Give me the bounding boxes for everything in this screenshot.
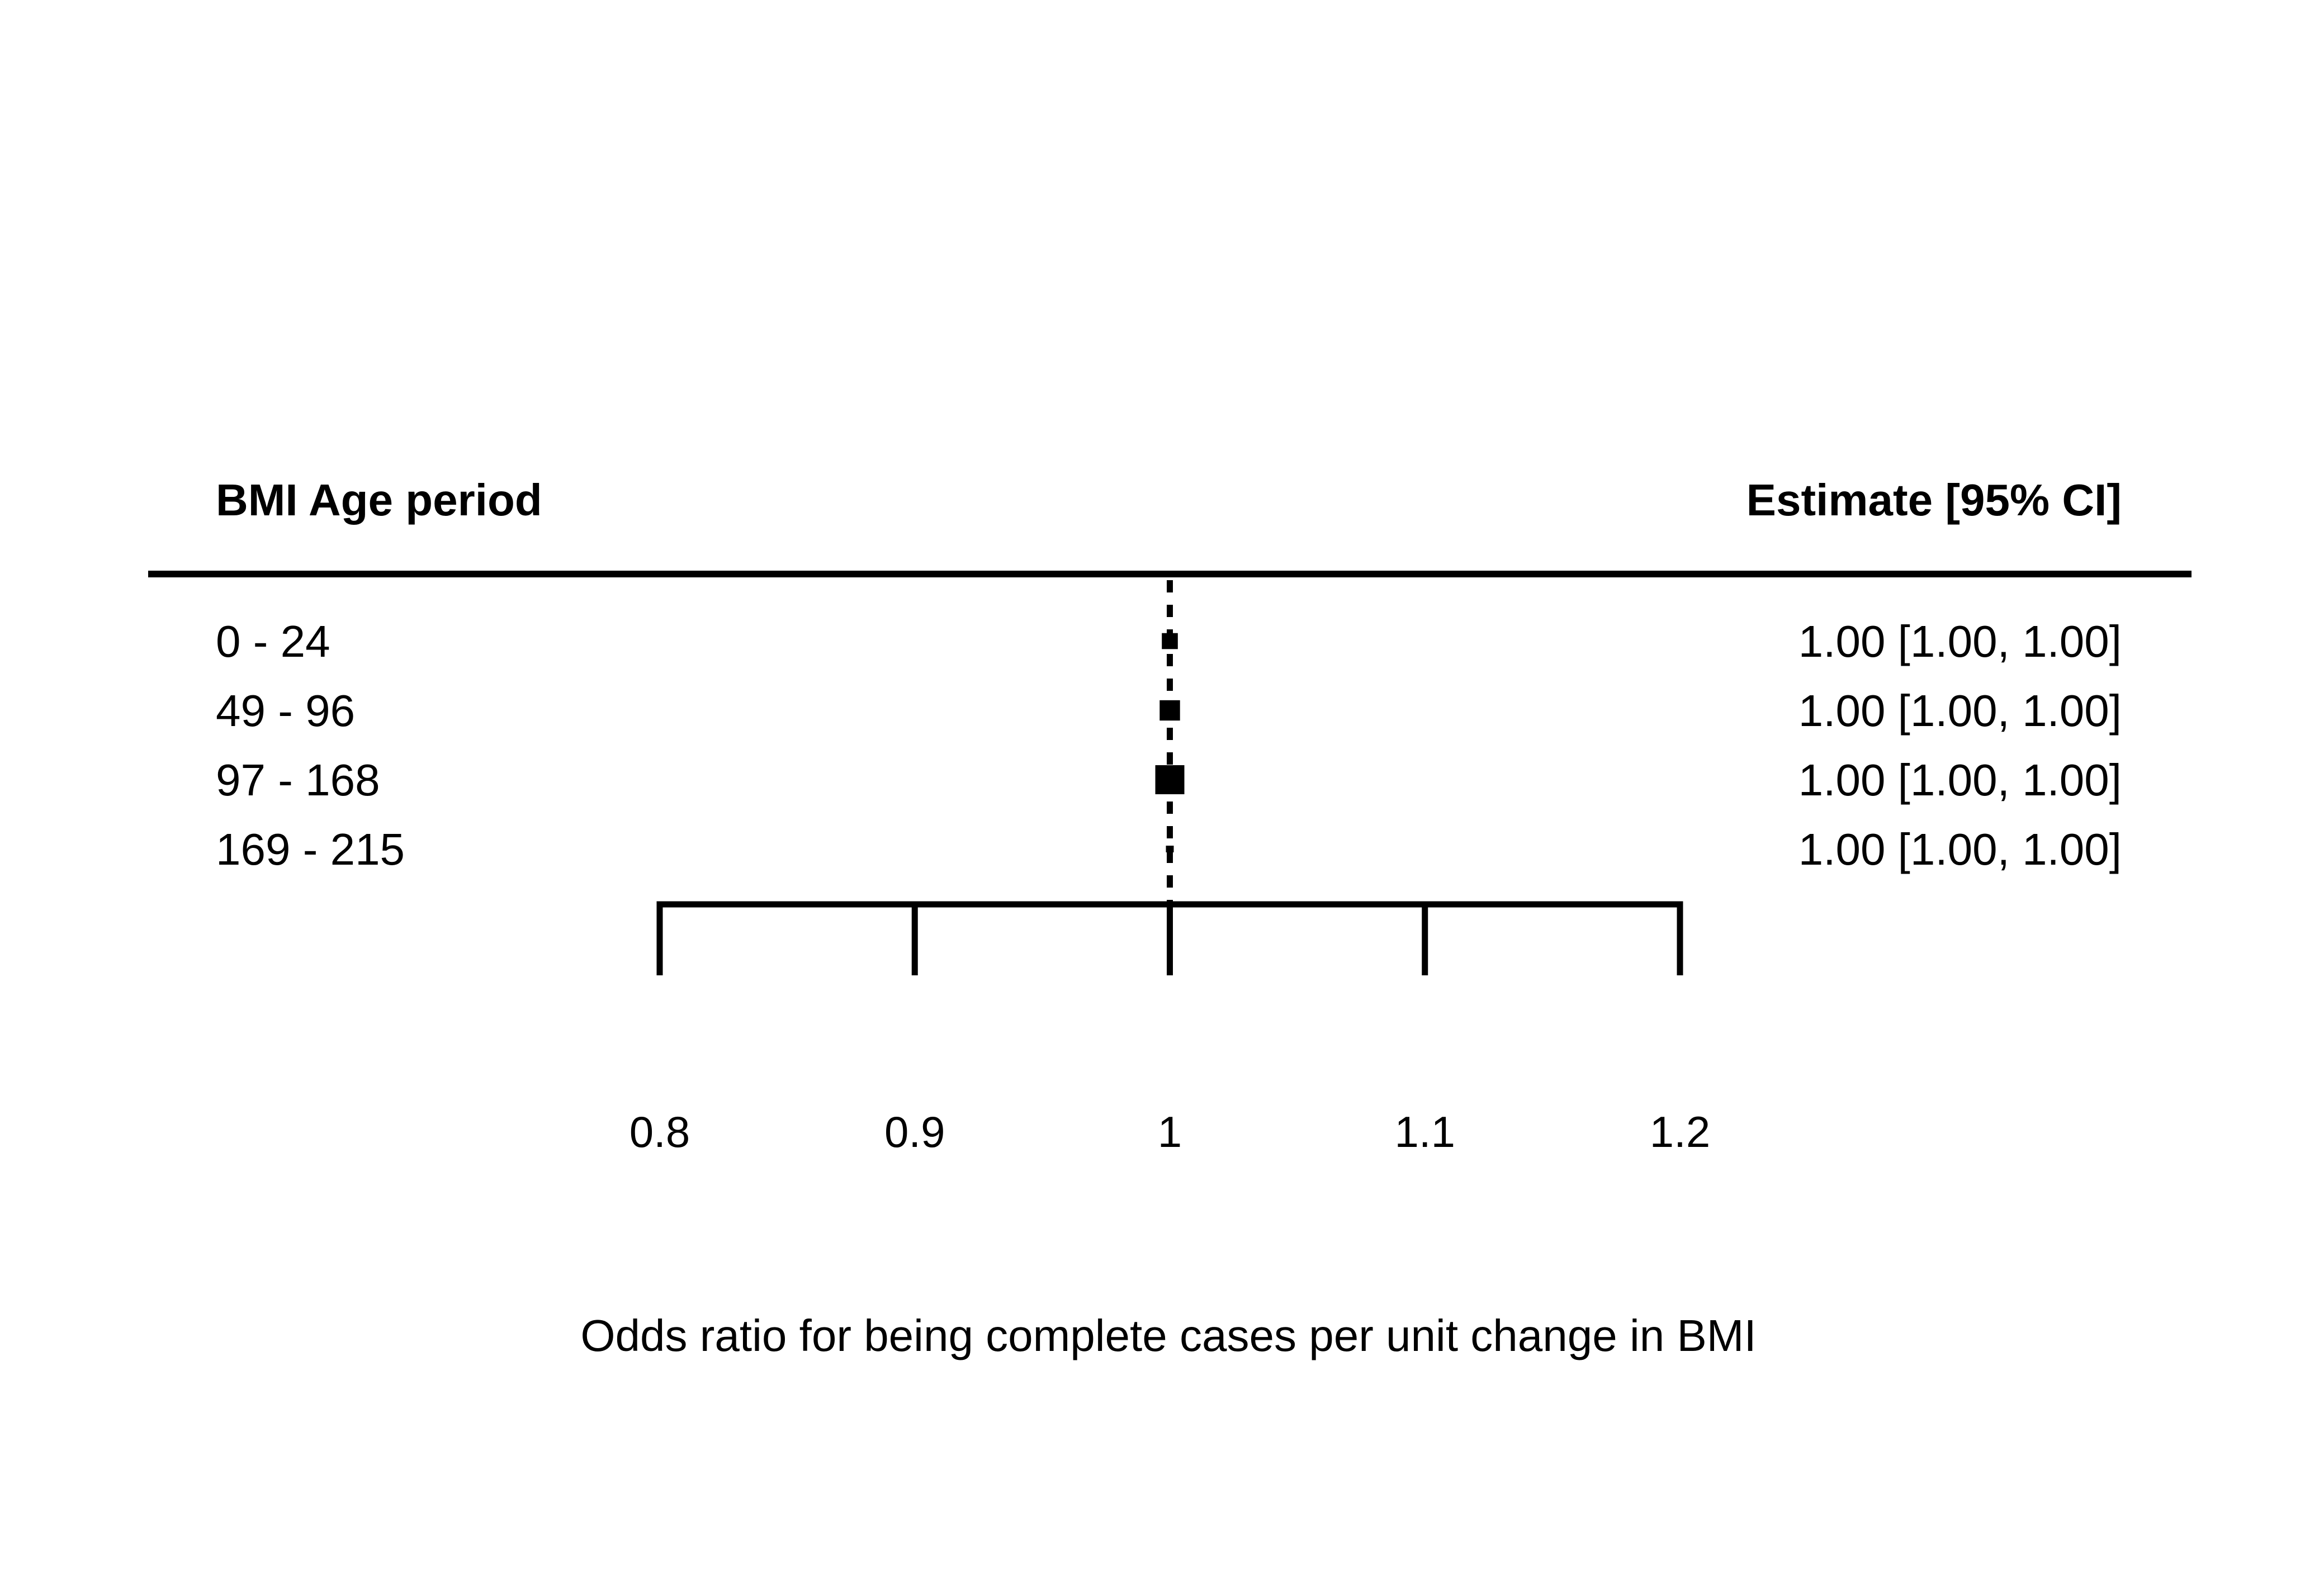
x-axis-title: Odds ratio for being complete cases per … (580, 1311, 1756, 1360)
estimate-marker (1166, 846, 1174, 852)
estimate-text: 1.00 [1.00, 1.00] (1798, 616, 2122, 666)
estimate-marker (1155, 765, 1185, 794)
row-label: 169 - 215 (216, 824, 405, 874)
estimate-text: 1.00 [1.00, 1.00] (1798, 686, 2122, 736)
estimate-text: 1.00 [1.00, 1.00] (1798, 755, 2122, 805)
estimate-marker (1162, 633, 1178, 649)
row-label: 49 - 96 (216, 686, 355, 736)
row-label: 97 - 168 (216, 755, 380, 805)
estimate-marker (1159, 700, 1180, 721)
axis-tick-label: 1.1 (1395, 1107, 1455, 1156)
axis-tick-label: 1 (1158, 1107, 1182, 1156)
right-column-header: Estimate [95% CI] (1746, 475, 2122, 525)
axis-tick-label: 0.9 (884, 1107, 945, 1156)
forest-row: 0 - 24 1.00 [1.00, 1.00] (216, 616, 2122, 666)
axis-tick-label: 0.8 (629, 1107, 690, 1156)
forest-row: 97 - 168 1.00 [1.00, 1.00] (216, 755, 2122, 805)
row-label: 0 - 24 (216, 616, 330, 666)
forest-row: 169 - 215 1.00 [1.00, 1.00] (216, 824, 2122, 874)
rows-layer: 0 - 24 1.00 [1.00, 1.00] 49 - 96 1.00 [1.00… (216, 616, 2122, 874)
forest-row: 49 - 96 1.00 [1.00, 1.00] (216, 686, 2122, 736)
left-column-header: BMI Age period (216, 475, 542, 525)
estimate-text: 1.00 [1.00, 1.00] (1798, 824, 2122, 874)
axis-tick-label: 1.2 (1650, 1107, 1710, 1156)
x-axis: 0.8 0.9 1 1.1 1.2 (629, 901, 1710, 1156)
